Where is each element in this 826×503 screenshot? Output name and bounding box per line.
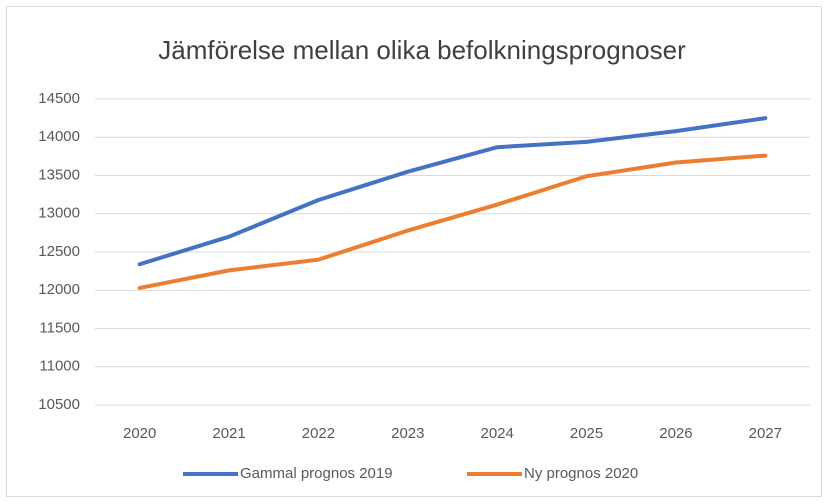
- y-tick-label: 14500: [38, 90, 80, 107]
- x-tick-label: 2020: [123, 425, 156, 442]
- y-tick-label: 11500: [39, 319, 80, 336]
- x-tick-label: 2025: [570, 425, 603, 442]
- legend-label: Gammal prognos 2019: [240, 465, 393, 482]
- x-tick-label: 2024: [481, 425, 514, 442]
- y-tick-label: 13000: [38, 205, 80, 222]
- x-tick-label: 2021: [212, 425, 245, 442]
- chart-title: Jämförelse mellan olika befolkningsprogn…: [158, 35, 686, 65]
- x-tick-label: 2023: [391, 425, 424, 442]
- y-tick-label: 12500: [38, 243, 80, 260]
- y-tick-label: 10500: [38, 396, 80, 413]
- y-tick-label: 13500: [38, 166, 80, 183]
- y-tick-label: 11000: [39, 358, 80, 375]
- y-tick-label: 12000: [38, 281, 80, 298]
- x-tick-label: 2026: [659, 425, 692, 442]
- x-tick-label: 2022: [302, 425, 335, 442]
- y-tick-label: 14000: [38, 128, 80, 145]
- x-tick-label: 2027: [749, 425, 782, 442]
- line-series: [137, 153, 768, 290]
- line-series: [137, 116, 768, 267]
- legend-label: Ny prognos 2020: [524, 465, 638, 482]
